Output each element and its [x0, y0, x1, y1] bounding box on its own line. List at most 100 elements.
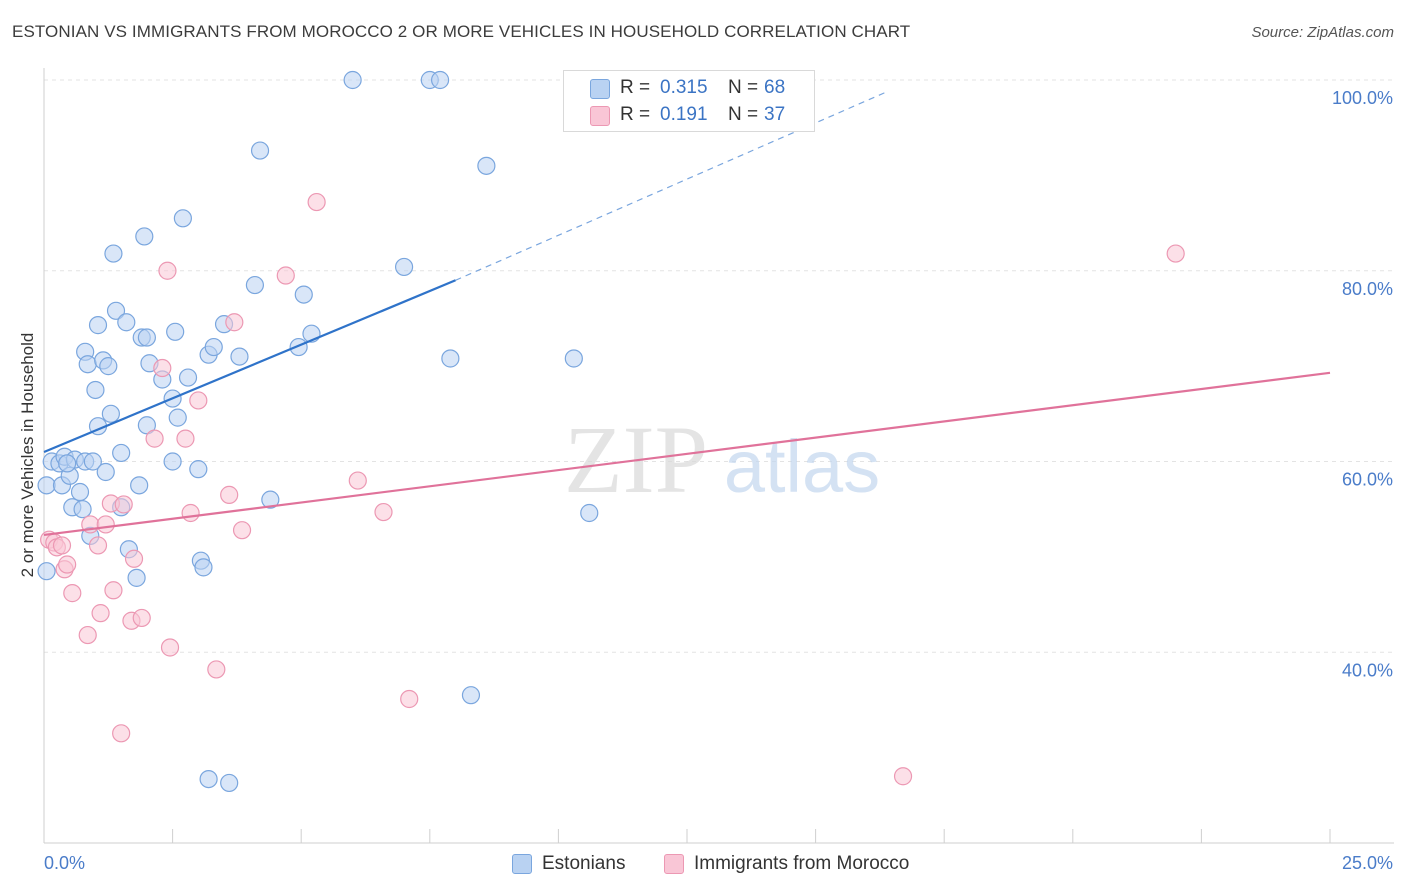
- morocco-point: [220, 485, 239, 504]
- estonian-point: [230, 347, 249, 366]
- estonian-point: [580, 503, 599, 523]
- estonian-point: [96, 462, 115, 482]
- estonian-point: [112, 443, 131, 463]
- morocco-point: [132, 608, 151, 628]
- stats-r-value: 0.315: [660, 77, 708, 98]
- morocco-point: [91, 604, 110, 623]
- legend: Estonians Immigrants from Morocco: [0, 852, 1406, 878]
- morocco-point: [181, 503, 200, 523]
- gridlines: [44, 79, 1394, 653]
- stats-r-value: 0.191: [660, 104, 708, 125]
- stats-swatch-pink: [590, 106, 610, 126]
- morocco-point: [374, 502, 393, 522]
- morocco-point: [176, 429, 195, 448]
- y-tick-label: 100.0%: [1332, 88, 1393, 108]
- legend-label: Estonians: [542, 853, 626, 874]
- axes: [43, 68, 1394, 844]
- watermark: ZIP atlas: [564, 406, 880, 513]
- estonian-point: [37, 476, 56, 495]
- morocco-point: [145, 429, 164, 448]
- estonian-point: [394, 257, 414, 277]
- estonian-point: [127, 568, 146, 587]
- y-tick-label: 60.0%: [1342, 470, 1393, 490]
- estonian-point: [83, 452, 102, 471]
- morocco-point: [153, 358, 172, 378]
- estonian-point: [199, 769, 218, 789]
- estonian-point: [73, 500, 92, 519]
- estonian-trend-line: [43, 279, 456, 453]
- estonian-point: [168, 408, 187, 427]
- morocco-point: [307, 192, 326, 212]
- y-tick-label: 80.0%: [1342, 279, 1393, 299]
- estonian-point: [70, 482, 90, 502]
- stats-n-value: 37: [764, 104, 786, 125]
- morocco-point: [1166, 244, 1185, 263]
- estonian-point: [245, 275, 265, 295]
- x-tick-label: 25.0%: [1342, 853, 1393, 873]
- stats-box: R = 0.315 N = 68 R = 0.191 N = 37: [563, 70, 815, 132]
- estonian-point: [137, 328, 156, 347]
- morocco-point: [63, 584, 82, 603]
- estonian-point: [166, 322, 185, 341]
- estonian-point: [137, 416, 156, 435]
- estonian-point: [477, 156, 496, 175]
- stats-n-label: N =: [728, 104, 759, 125]
- estonian-point: [86, 380, 105, 400]
- stats-r-label: R =: [620, 77, 651, 98]
- estonian-point: [104, 244, 123, 263]
- stats-row-estonians: R = 0.315 N = 68: [564, 75, 814, 101]
- estonian-point: [99, 357, 118, 376]
- morocco-point: [189, 391, 208, 410]
- estonian-point: [88, 316, 108, 335]
- morocco-point: [232, 521, 252, 540]
- estonian-point: [117, 313, 136, 332]
- morocco-point: [112, 724, 131, 743]
- estonian-trend-extension: [455, 90, 888, 281]
- stats-r-label: R =: [620, 104, 651, 125]
- chart-source: Source: ZipAtlas.com: [1251, 24, 1394, 41]
- morocco-point: [58, 555, 77, 574]
- y-tick-label: 40.0%: [1342, 660, 1393, 680]
- watermark-atlas: atlas: [724, 425, 880, 508]
- data-points: [37, 70, 1185, 793]
- morocco-point: [400, 689, 419, 709]
- morocco-point: [104, 581, 123, 600]
- morocco-point: [96, 515, 115, 534]
- estonian-point: [430, 70, 450, 90]
- estonian-point: [220, 773, 239, 793]
- stats-n-value: 68: [764, 77, 786, 98]
- estonian-point: [163, 452, 182, 471]
- estonian-point: [101, 404, 120, 423]
- morocco-point: [78, 625, 97, 645]
- morocco-point: [276, 266, 295, 285]
- estonian-point: [250, 141, 270, 160]
- morocco-point: [348, 471, 367, 490]
- chart-title: ESTONIAN VS IMMIGRANTS FROM MOROCCO 2 OR…: [12, 22, 911, 41]
- legend-swatch-blue: [512, 854, 532, 874]
- estonian-point: [461, 686, 481, 705]
- x-tick-label: 0.0%: [44, 853, 85, 873]
- morocco-point: [114, 495, 133, 514]
- legend-swatch-pink: [664, 854, 684, 874]
- morocco-point: [160, 638, 180, 657]
- estonian-point: [173, 209, 192, 228]
- legend-label: Immigrants from Morocco: [694, 853, 910, 874]
- estonian-point: [58, 454, 77, 473]
- stats-row-morocco: R = 0.191 N = 37: [564, 102, 814, 128]
- estonian-point: [106, 301, 126, 320]
- estonian-point: [178, 368, 198, 387]
- morocco-point: [52, 536, 72, 555]
- stats-n-label: N =: [728, 77, 759, 98]
- estonian-point: [78, 355, 97, 374]
- morocco-point: [124, 549, 144, 568]
- estonian-point: [37, 562, 56, 581]
- estonian-point: [564, 349, 583, 368]
- estonian-point: [189, 460, 208, 479]
- estonian-point: [130, 476, 149, 495]
- tick-labels: 40.0% 60.0% 80.0% 100.0% 0.0% 25.0%: [44, 88, 1393, 873]
- estonian-point: [135, 227, 154, 246]
- estonian-point: [441, 349, 460, 368]
- estonian-point: [294, 285, 313, 304]
- trend-lines: [43, 90, 1331, 537]
